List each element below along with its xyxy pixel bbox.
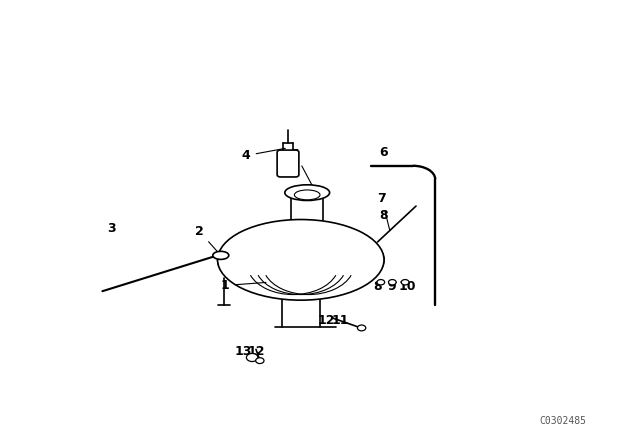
Text: 12: 12	[247, 345, 265, 358]
Text: 11: 11	[332, 314, 349, 327]
Text: C0302485: C0302485	[540, 416, 587, 426]
Ellipse shape	[401, 280, 409, 285]
Text: 7: 7	[378, 193, 390, 230]
Ellipse shape	[285, 185, 330, 201]
Ellipse shape	[377, 280, 385, 285]
Text: 8: 8	[380, 208, 388, 222]
Ellipse shape	[256, 358, 264, 364]
FancyBboxPatch shape	[277, 150, 299, 177]
Text: 10: 10	[398, 280, 416, 293]
Text: 4: 4	[242, 148, 285, 162]
Text: 9: 9	[387, 280, 396, 293]
Text: 13: 13	[234, 345, 252, 358]
Ellipse shape	[357, 325, 366, 331]
Text: 2: 2	[195, 225, 219, 253]
Ellipse shape	[388, 280, 396, 285]
Ellipse shape	[246, 353, 258, 362]
Text: 3: 3	[108, 222, 116, 235]
Ellipse shape	[294, 190, 320, 200]
Text: 12: 12	[317, 314, 335, 327]
Text: 5: 5	[291, 148, 312, 186]
Text: 6: 6	[380, 146, 388, 159]
Text: 1: 1	[221, 279, 266, 292]
Ellipse shape	[218, 220, 384, 300]
Text: 8: 8	[373, 280, 382, 293]
Ellipse shape	[212, 251, 229, 259]
